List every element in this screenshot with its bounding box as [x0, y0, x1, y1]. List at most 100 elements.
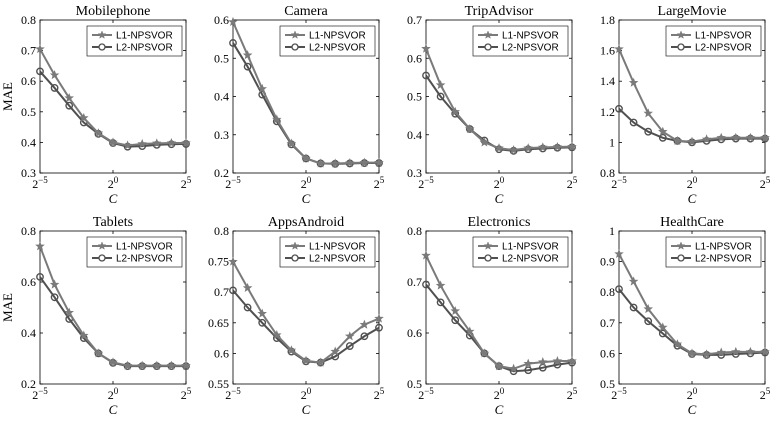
y-tick-label: 1.8	[600, 13, 615, 27]
subplot-largemovie: LargeMovie 0.8 1 1.2 1.4 1.6 1.8 2−5 20 25 C L1-NPS…	[600, 4, 771, 206]
x-tick-label: 2−5	[32, 175, 48, 191]
data-point-star	[614, 44, 624, 54]
data-point-star	[79, 112, 89, 122]
data-point-star	[731, 346, 741, 356]
data-point-star	[49, 70, 60, 80]
legend-circle-icon	[677, 43, 685, 51]
legend-label: L1-NPSVOR	[309, 31, 366, 42]
x-tick-label: 25	[760, 386, 771, 402]
y-tick-label: 0.2	[214, 166, 229, 180]
x-axis-label: C	[302, 402, 311, 417]
data-point-star	[658, 322, 668, 332]
data-point-circle	[229, 39, 237, 47]
data-point-star	[614, 248, 624, 259]
data-point-circle	[524, 366, 533, 375]
data-point-star	[465, 123, 475, 134]
y-tick-label: 0.8	[214, 224, 229, 238]
data-point-star	[257, 308, 267, 318]
x-axis-label: C	[495, 191, 504, 206]
y-tick-label: 1.2	[600, 105, 615, 119]
data-point-star	[450, 106, 460, 116]
y-tick-label: 0.3	[21, 166, 36, 180]
subplot-appsandroid: AppsAndroid 0.55 0.6 0.65 0.7 0.75 0.8 2−5 20 25 C…	[208, 215, 385, 417]
data-point-star	[359, 157, 370, 167]
legend-circle-icon	[98, 43, 106, 51]
data-point-circle	[615, 104, 623, 113]
data-point-star	[345, 331, 355, 341]
y-tick-label: 0.8	[21, 224, 36, 238]
y-tick-label: 0.7	[407, 13, 422, 27]
data-point-star	[181, 360, 191, 370]
subplot-camera: Camera 0.2 0.3 0.4 0.5 0.6 2−5 20 25 C L1-NPSVORL2…	[214, 4, 385, 206]
legend-label: L1-NPSVOR	[695, 242, 752, 253]
legend-box	[86, 236, 183, 268]
data-point-circle	[658, 329, 667, 338]
x-tick-label: 2−5	[225, 386, 241, 402]
data-point-star	[315, 158, 326, 168]
legend-star-icon	[97, 30, 107, 39]
x-tick-label: 2−5	[418, 386, 434, 402]
series-line-l2-npsvor	[232, 42, 379, 165]
data-point-star	[552, 141, 563, 152]
series-line-l2-npsvor	[39, 70, 187, 148]
y-tick-label: 0.6	[407, 326, 422, 340]
legend-circle-icon	[291, 254, 299, 262]
legend-box	[279, 236, 376, 268]
y-tick-label: 0.5	[407, 90, 422, 104]
data-point-star	[374, 313, 384, 323]
y-tick-label: 0.7	[214, 285, 229, 299]
legend-label: L2-NPSVOR	[695, 43, 752, 54]
x-tick-label: 20	[687, 386, 698, 402]
legend-label: L1-NPSVOR	[116, 242, 173, 253]
y-tick-label: 0.4	[214, 90, 229, 104]
data-point-star	[567, 141, 577, 151]
series-line-l2-npsvor	[39, 276, 186, 368]
data-point-circle	[229, 286, 237, 295]
data-point-circle	[422, 71, 430, 80]
x-tick-label: 25	[567, 386, 578, 402]
legend-star-icon	[676, 30, 686, 39]
data-point-star	[286, 345, 297, 355]
legend-box	[472, 236, 569, 268]
y-tick-label: 1	[609, 224, 615, 238]
data-point-star	[435, 79, 446, 90]
y-tick-label: 0.8	[21, 13, 36, 27]
subplot-tablets: Tablets 0.2 0.4 0.6 0.8 2−5 20 25 C MAE L1-NPSVORL…	[0, 215, 192, 417]
subplot-mobilephone: Mobilephone 0.3 0.4 0.5 0.6 0.7 0.8 2−5 20 25 C MAE…	[0, 4, 192, 206]
data-point-star	[272, 330, 282, 340]
data-point-circle	[36, 272, 44, 281]
data-point-star	[716, 132, 726, 142]
data-point-circle	[436, 298, 445, 307]
series-line-l1-npsvor	[232, 261, 380, 364]
data-point-circle	[658, 133, 667, 142]
data-point-circle	[538, 363, 547, 372]
data-point-star	[166, 360, 177, 370]
data-point-star	[538, 142, 548, 152]
data-point-star	[228, 256, 238, 266]
data-point-circle	[50, 84, 59, 92]
y-axis-label: MAE	[0, 82, 15, 111]
legend-label: L2-NPSVOR	[502, 254, 559, 265]
data-point-circle	[50, 293, 59, 302]
series-line-l1-npsvor	[425, 48, 573, 152]
legend-label: L1-NPSVOR	[116, 31, 173, 42]
data-point-star	[242, 50, 253, 60]
data-point-star	[435, 280, 446, 290]
x-tick-label: 20	[494, 175, 505, 191]
subplot-title: HealthCare	[660, 215, 724, 230]
subplot-title: Electronics	[468, 215, 531, 230]
x-tick-label: 20	[108, 175, 119, 191]
x-tick-label: 25	[567, 175, 578, 191]
y-tick-label: 1.6	[600, 44, 615, 58]
data-point-star	[152, 360, 162, 370]
legend-star-icon	[483, 241, 493, 250]
legend-box	[86, 25, 183, 57]
data-point-star	[687, 348, 697, 358]
data-point-star	[421, 250, 431, 260]
data-point-star	[152, 138, 162, 148]
data-point-star	[345, 158, 355, 168]
legend-box	[279, 25, 376, 57]
